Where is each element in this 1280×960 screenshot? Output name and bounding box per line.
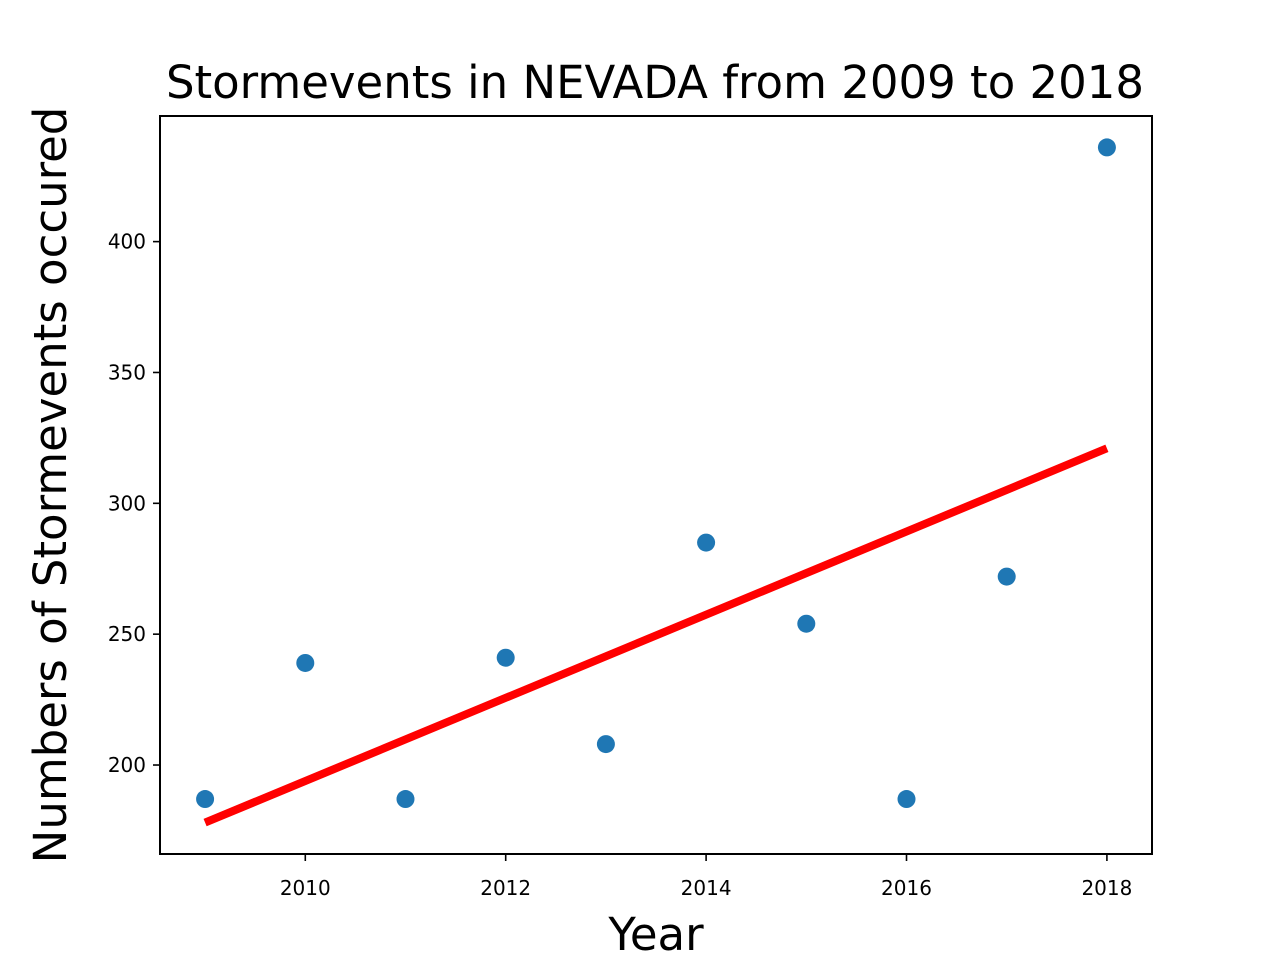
y-tick-label: 300 xyxy=(108,491,146,515)
y-tick-label: 350 xyxy=(108,360,146,384)
x-tick-label: 2012 xyxy=(480,876,531,900)
scatter-point xyxy=(596,735,615,754)
x-tick-label: 2018 xyxy=(1081,876,1132,900)
x-tick-label: 2014 xyxy=(681,876,732,900)
scatter-point xyxy=(296,653,315,672)
scatter-points-layer xyxy=(196,138,1116,809)
scatter-point xyxy=(196,790,215,809)
x-axis-ticks: 2010 2012 2014 2016 2018 xyxy=(280,854,1132,900)
x-tick-label: 2010 xyxy=(280,876,331,900)
scatter-point xyxy=(496,648,515,667)
y-tick-label: 400 xyxy=(108,230,146,254)
scatter-point xyxy=(897,790,916,809)
plot-area-frame xyxy=(159,115,1153,855)
y-tick-label: 250 xyxy=(108,622,146,646)
y-axis-ticks: 200 250 300 350 400 xyxy=(108,230,160,777)
scatter-point xyxy=(396,790,415,809)
y-tick-label: 200 xyxy=(108,753,146,777)
scatter-point xyxy=(1097,138,1116,157)
scatter-point xyxy=(797,614,816,633)
x-axis-label: Year xyxy=(607,908,704,960)
scatter-point xyxy=(997,567,1016,586)
y-axis-label: Numbers of Stormevents occured xyxy=(24,107,77,864)
scatter-point xyxy=(697,533,716,552)
x-tick-label: 2016 xyxy=(881,876,932,900)
chart-title: Stormevents in NEVADA from 2009 to 2018 xyxy=(166,56,1144,109)
trend-line xyxy=(203,444,1109,827)
trend-line-layer xyxy=(203,444,1109,827)
